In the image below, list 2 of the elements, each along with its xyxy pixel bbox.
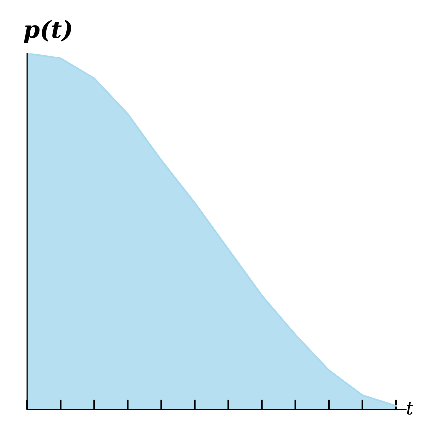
- x-axis-title: t: [407, 402, 414, 415]
- y-axis-title: p(t): [24, 20, 72, 43]
